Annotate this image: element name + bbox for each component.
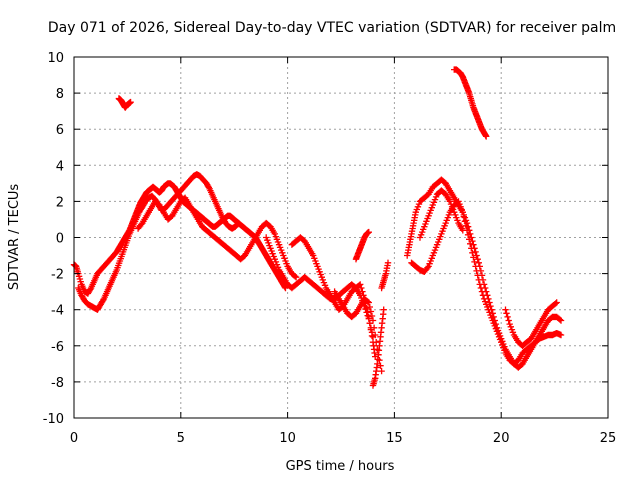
series-trace-2	[75, 171, 242, 313]
point-markers	[416, 187, 466, 241]
point-markers	[369, 306, 387, 389]
x-tick-label: 20	[493, 431, 510, 446]
point-markers	[134, 194, 300, 281]
point-markers	[288, 234, 379, 360]
point-markers	[331, 288, 385, 375]
y-axis: -10 -8 -6 -4 -2 0 2 4 6 8 10	[43, 51, 608, 427]
series-trace-13	[416, 187, 466, 241]
y-tick-label: 2	[56, 195, 64, 210]
y-tick-label: -6	[51, 340, 64, 355]
grid-lines	[74, 57, 608, 418]
x-tick-label: 0	[70, 431, 78, 446]
point-markers	[451, 66, 490, 140]
series-trace-9	[369, 306, 387, 389]
series-trace-10	[378, 259, 392, 292]
data-points	[70, 66, 565, 389]
y-tick-label: 8	[56, 87, 64, 102]
y-tick-label: -8	[51, 376, 64, 391]
y-tick-label: 10	[47, 51, 64, 66]
point-markers	[75, 171, 242, 313]
y-tick-label: 4	[56, 159, 64, 174]
point-markers	[502, 299, 560, 349]
series-trace-7	[331, 288, 385, 375]
y-tick-label: -10	[43, 412, 64, 427]
x-tick-label: 5	[177, 431, 185, 446]
x-tick-label: 15	[386, 431, 403, 446]
series-trace-6	[288, 234, 379, 360]
y-tick-label: -2	[51, 268, 64, 283]
series-trace-12	[408, 198, 565, 368]
point-markers	[352, 228, 372, 263]
x-axis: 0 5 10 15 20 25	[70, 57, 616, 446]
point-markers	[408, 198, 565, 368]
y-tick-label: 0	[56, 232, 64, 247]
y-tick-label: -4	[51, 304, 64, 319]
series-trace-15	[502, 299, 560, 349]
y-axis-label: SDTVAR / TECUs	[7, 184, 22, 291]
y-tick-label: 6	[56, 123, 64, 138]
x-axis-label: GPS time / hours	[286, 459, 395, 474]
series-trace-3	[115, 95, 134, 111]
series-trace-8	[352, 228, 372, 263]
x-tick-label: 10	[279, 431, 296, 446]
series-trace-14	[451, 66, 490, 140]
point-markers	[115, 95, 134, 111]
x-tick-label: 25	[600, 431, 617, 446]
series-trace-4	[134, 194, 300, 281]
point-markers	[378, 259, 392, 292]
chart-title: Day 071 of 2026, Sidereal Day-to-day VTE…	[48, 20, 616, 36]
